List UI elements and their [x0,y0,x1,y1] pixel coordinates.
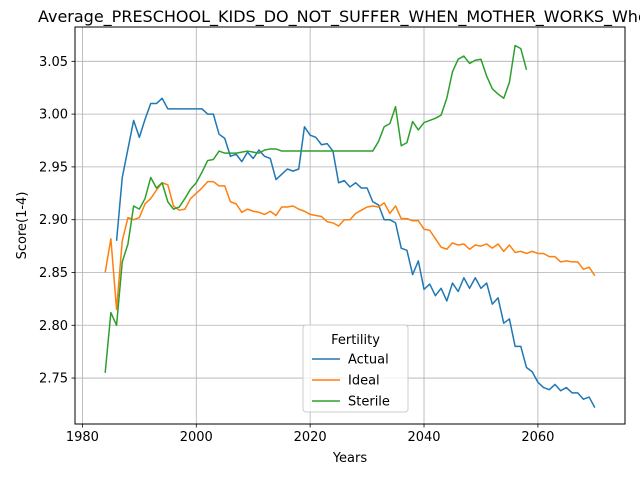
y-tick-label: 2.85 [39,266,68,281]
x-axis-label: Years [332,451,368,466]
series-line-ideal [104,180,596,311]
x-tick-label: 1980 [66,430,99,445]
y-tick-label: 3.05 [39,55,68,70]
y-tick-label: 2.90 [39,213,68,228]
x-axis: 1980 2000 2020 2040 2060 [66,424,554,445]
y-tick-label: 2.75 [39,372,68,387]
legend: Fertility Actual Ideal Sterile [302,324,409,413]
legend-label-sterile: Sterile [348,395,390,410]
axes-frame [74,26,626,425]
series-line-sterile [104,44,528,373]
legend-label-actual: Actual [348,353,389,368]
x-tick-label: 2040 [407,430,440,445]
y-axis: 2.75 2.80 2.85 2.90 2.95 3.00 3.05 [39,55,75,387]
chart-title: Average_PRESCHOOL_KIDS_DO_NOT_SUFFER_WHE… [38,7,640,27]
x-tick-label: 2020 [294,430,327,445]
y-axis-label: Score(1-4) [15,192,30,260]
x-tick-label: 2060 [521,430,554,445]
y-tick-label: 3.00 [39,108,68,123]
legend-box [302,324,409,413]
legend-label-ideal: Ideal [348,374,380,389]
legend-title: Fertility [331,333,380,348]
series-line-actual [115,97,596,408]
series-lines [104,44,596,408]
y-tick-label: 2.95 [39,160,68,175]
y-tick-label: 2.80 [39,319,68,334]
x-tick-label: 2000 [180,430,213,445]
